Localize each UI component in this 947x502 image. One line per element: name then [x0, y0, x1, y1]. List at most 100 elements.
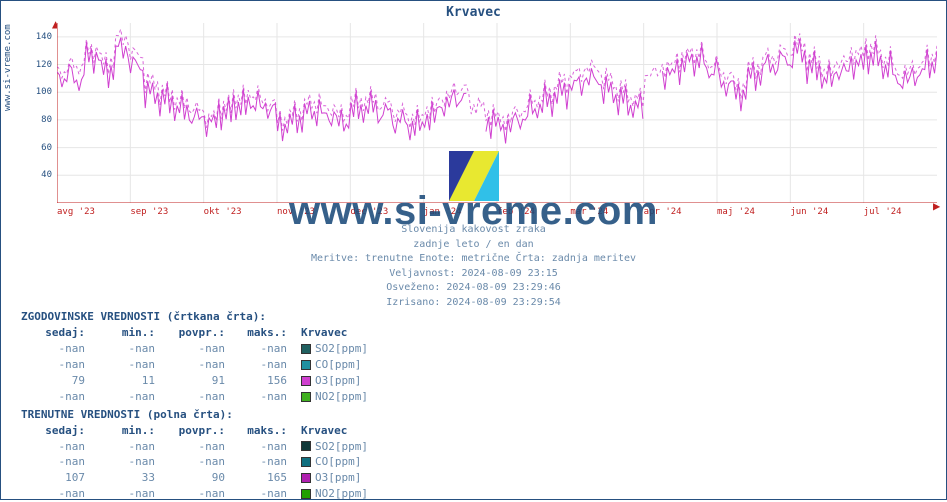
table-row: -nan-nan-nan-nanCO[ppm] [21, 454, 621, 470]
cell-min: -nan [91, 389, 161, 405]
legend-swatch-icon [301, 392, 311, 402]
cell-povpr: -nan [161, 454, 231, 470]
cell-sedaj: 107 [21, 470, 91, 486]
cell-povpr: -nan [161, 439, 231, 455]
x-tick: dec '23 [350, 207, 388, 217]
cell-min: -nan [91, 357, 161, 373]
data-tables: ZGODOVINSKE VREDNOSTI (črtkana črta): se… [21, 309, 621, 502]
cell-min: -nan [91, 439, 161, 455]
hist-table-header: sedaj: min.: povpr.: maks.: Krvavec [21, 325, 621, 341]
hdr-station: Krvavec [301, 423, 521, 439]
cell-sedaj: -nan [21, 357, 91, 373]
y-tick: 60 [22, 143, 52, 153]
y-tick: 120 [22, 60, 52, 70]
subtitle-line3: Meritve: trenutne Enote: metrične Črta: … [1, 252, 946, 267]
series-label: NO2[ppm] [315, 389, 368, 405]
table-row: 791191156 O3[ppm] [21, 373, 621, 389]
chart-title: Krvavec [1, 1, 946, 22]
hdr-min: min.: [91, 423, 161, 439]
subtitle-line4: Veljavnost: 2024-08-09 23:15 [1, 267, 946, 282]
legend-swatch-icon [301, 360, 311, 370]
series-label: CO[ppm] [315, 454, 361, 470]
cell-sedaj: -nan [21, 389, 91, 405]
table-row: 1073390165 O3[ppm] [21, 470, 621, 486]
cell-maks: -nan [231, 389, 301, 405]
cell-label: O3[ppm] [301, 470, 521, 486]
cell-sedaj: -nan [21, 439, 91, 455]
table-row: -nan-nan-nan-nanCO[ppm] [21, 357, 621, 373]
y-tick: 40 [22, 170, 52, 180]
cell-label: NO2[ppm] [301, 389, 521, 405]
hdr-station: Krvavec [301, 325, 521, 341]
hdr-sedaj: sedaj: [21, 423, 91, 439]
x-tick: okt '23 [204, 207, 242, 217]
x-tick: avg '23 [57, 207, 95, 217]
cell-maks: -nan [231, 341, 301, 357]
series-label: O3[ppm] [315, 470, 361, 486]
cell-povpr: 91 [161, 373, 231, 389]
cell-povpr: -nan [161, 357, 231, 373]
subtitle-line6: Izrisano: 2024-08-09 23:29:54 [1, 296, 946, 311]
legend-swatch-icon [301, 376, 311, 386]
y-tick: 80 [22, 115, 52, 125]
series-label: CO[ppm] [315, 357, 361, 373]
cell-povpr: -nan [161, 389, 231, 405]
legend-swatch-icon [301, 473, 311, 483]
cell-maks: -nan [231, 454, 301, 470]
hist-table-title: ZGODOVINSKE VREDNOSTI (črtkana črta): [21, 309, 621, 325]
legend-swatch-icon [301, 344, 311, 354]
x-tick: nov '23 [277, 207, 315, 217]
cell-label: CO[ppm] [301, 454, 521, 470]
hdr-maks: maks.: [231, 325, 301, 341]
table-row: -nan-nan-nan-nanSO2[ppm] [21, 341, 621, 357]
chart-plot-area [57, 23, 937, 203]
cell-sedaj: 79 [21, 373, 91, 389]
hdr-povpr: povpr.: [161, 325, 231, 341]
legend-swatch-icon [301, 457, 311, 467]
cell-maks: 165 [231, 470, 301, 486]
cell-min: 33 [91, 470, 161, 486]
cell-label: CO[ppm] [301, 357, 521, 373]
x-tick: jan '24 [424, 207, 462, 217]
hdr-povpr: povpr.: [161, 423, 231, 439]
curr-table-header: sedaj: min.: povpr.: maks.: Krvavec [21, 423, 621, 439]
curr-table-title: TRENUTNE VREDNOSTI (polna črta): [21, 407, 621, 423]
x-tick: feb '24 [497, 207, 535, 217]
hdr-min: min.: [91, 325, 161, 341]
cell-maks: 156 [231, 373, 301, 389]
table-row: -nan-nan-nan-nanSO2[ppm] [21, 439, 621, 455]
cell-sedaj: -nan [21, 454, 91, 470]
subtitle-block: Slovenija kakovost zraka zadnje leto / e… [1, 223, 946, 310]
legend-swatch-icon [301, 489, 311, 499]
cell-povpr: 90 [161, 470, 231, 486]
series-label: O3[ppm] [315, 373, 361, 389]
cell-povpr: -nan [161, 341, 231, 357]
cell-sedaj: -nan [21, 341, 91, 357]
cell-min: -nan [91, 341, 161, 357]
yaxis-label: www.si-vreme.com [3, 24, 13, 111]
table-row: -nan-nan-nan-nanNO2[ppm] [21, 389, 621, 405]
y-tick: 140 [22, 32, 52, 42]
cell-maks: -nan [231, 439, 301, 455]
cell-maks: -nan [231, 357, 301, 373]
cell-min: -nan [91, 454, 161, 470]
cell-label: SO2[ppm] [301, 439, 521, 455]
cell-min: 11 [91, 373, 161, 389]
x-tick: maj '24 [717, 207, 755, 217]
y-tick: 100 [22, 87, 52, 97]
x-tick: mar '24 [570, 207, 608, 217]
x-tick: sep '23 [130, 207, 168, 217]
legend-swatch-icon [301, 441, 311, 451]
hdr-sedaj: sedaj: [21, 325, 91, 341]
x-tick: jul '24 [864, 207, 902, 217]
cell-label: O3[ppm] [301, 373, 521, 389]
x-tick-labels: avg '23 sep '23 okt '23 nov '23 dec '23 jan '… [57, 207, 937, 221]
series-label: SO2[ppm] [315, 439, 368, 455]
x-tick: apr '24 [644, 207, 682, 217]
subtitle-line2: zadnje leto / en dan [1, 238, 946, 253]
subtitle-line1: Slovenija kakovost zraka [1, 223, 946, 238]
x-tick: jun '24 [790, 207, 828, 217]
cell-label: SO2[ppm] [301, 341, 521, 357]
subtitle-line5: Osveženo: 2024-08-09 23:29:46 [1, 281, 946, 296]
hdr-maks: maks.: [231, 423, 301, 439]
